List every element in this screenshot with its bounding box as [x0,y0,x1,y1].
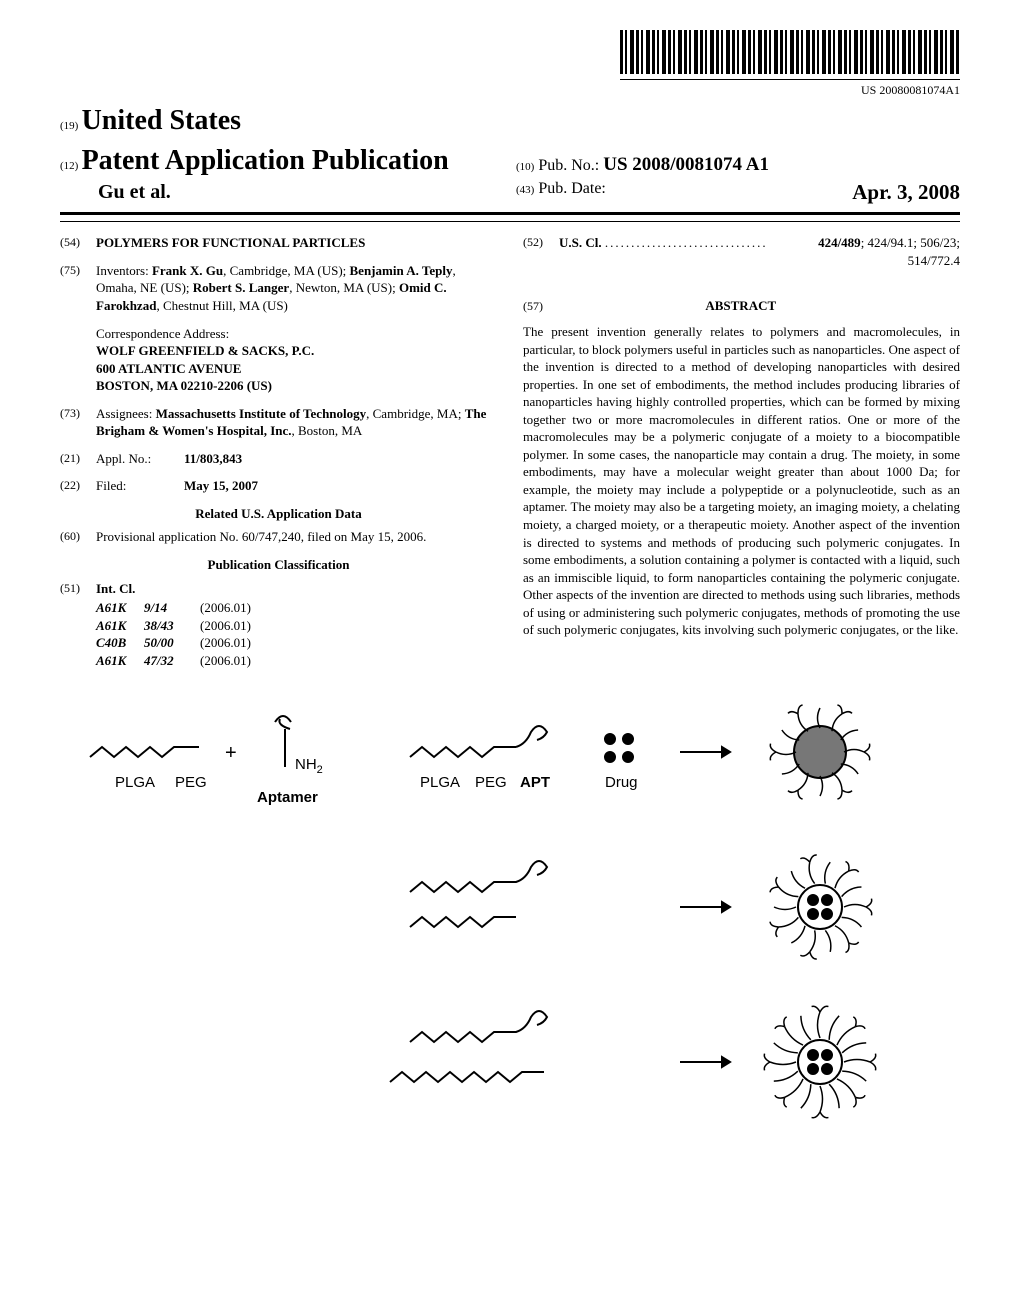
header: (19) United States (12) Patent Applicati… [60,102,960,207]
field-43-num: (43) [516,184,534,196]
fig-label-plga: PLGA [115,774,155,791]
intcl-year: (2006.01) [200,599,280,617]
fig-label-peg: PEG [175,774,207,791]
inventor-name: Frank X. Gu [152,263,223,278]
intcl-row: A61K9/14(2006.01) [96,599,497,617]
fig-label-aptamer: Aptamer [257,789,318,806]
right-column: (52) U.S. Cl. ..........................… [523,234,960,669]
fig-label-drug: Drug [605,774,638,791]
country: United States [82,105,241,136]
intcl-year: (2006.01) [200,634,280,652]
correspondence-line3: BOSTON, MA 02210-2206 (US) [96,378,272,393]
intcl-sub: 9/14 [144,599,200,617]
fig-label-nh2: NH2 [295,756,323,776]
intcl-year: (2006.01) [200,652,280,670]
pub-no: US 2008/0081074 A1 [603,154,769,175]
intcl-sub: 50/00 [144,634,200,652]
field-22-num: (22) [60,477,96,495]
barcode-block: US 20080081074A1 [60,30,960,98]
uscl-rest: ; 424/94.1; 506/23; [861,234,960,252]
intcl-row: C40B50/00(2006.01) [96,634,497,652]
intcl-year: (2006.01) [200,617,280,635]
filed-date: May 15, 2007 [184,478,258,493]
uscl-dots: ............................... [605,234,815,252]
barcode-graphic [620,30,960,74]
correspondence-label: Correspondence Address: [96,325,497,343]
fig-label-plga2: PLGA [420,774,460,791]
appl-no-label: Appl. No.: [96,450,184,468]
provisional-text: Provisional application No. 60/747,240, … [96,528,497,546]
left-column: (54) POLYMERS FOR FUNCTIONAL PARTICLES (… [60,234,497,669]
field-21-num: (21) [60,450,96,468]
field-12-num: (12) [60,160,78,172]
rule-divider-top [60,212,960,215]
intcl-sub: 38/43 [144,617,200,635]
field-10-num: (10) [516,161,534,173]
rule-divider-thin [60,221,960,222]
barcode-text: US 20080081074A1 [620,79,960,98]
figure-area: PLGA PEG + NH2 Aptamer PLGA PEG APT Drug [60,697,960,1142]
intcl-row: A61K38/43(2006.01) [96,617,497,635]
intcl-class: A61K [96,599,144,617]
inventor-name: Benjamin A. Teply [350,263,453,278]
field-19-num: (19) [60,120,78,132]
fig-label-apt: APT [520,774,550,791]
intcl-label: Int. Cl. [96,581,135,596]
intcl-sub: 47/32 [144,652,200,670]
pub-no-label: Pub. No.: [538,157,599,174]
pubclass-header: Publication Classification [60,556,497,574]
field-75-num: (75) [60,262,96,315]
abstract-text: The present invention generally relates … [523,323,960,639]
pub-date: Apr. 3, 2008 [852,178,960,206]
field-52-num: (52) [523,234,559,269]
inventors-label: Inventors: [96,263,149,278]
field-51-num: (51) [60,580,96,598]
author-line: Gu et al. [60,179,504,206]
intcl-class: C40B [96,634,144,652]
appl-no: 11/803,843 [184,451,242,466]
figure-svg: PLGA PEG + NH2 Aptamer PLGA PEG APT Drug [60,697,960,1137]
invention-title: POLYMERS FOR FUNCTIONAL PARTICLES [96,234,497,252]
assignees-label: Assignees: [96,406,152,421]
correspondence-line2: 600 ATLANTIC AVENUE [96,361,241,376]
correspondence-block: Correspondence Address: WOLF GREENFIELD … [96,325,497,395]
columns: (54) POLYMERS FOR FUNCTIONAL PARTICLES (… [60,234,960,669]
inventors-list: Frank X. Gu, Cambridge, MA (US); Benjami… [96,263,456,313]
field-60-num: (60) [60,528,96,546]
uscl-main: 424/489 [818,234,861,252]
fig-plus: + [225,742,237,764]
assignee2-loc: , Boston, MA [292,423,363,438]
intcl-row: A61K47/32(2006.01) [96,652,497,670]
intcl-class: A61K [96,617,144,635]
inventor-name: Robert S. Langer [193,280,289,295]
intcl-table: A61K9/14(2006.01)A61K38/43(2006.01)C40B5… [96,599,497,669]
abstract-label: ABSTRACT [562,297,919,315]
publication-title: Patent Application Publication [82,145,449,176]
fig-label-peg2: PEG [475,774,507,791]
field-57-num: (57) [523,298,559,314]
uscl-label: U.S. Cl. [559,234,602,252]
intcl-class: A61K [96,652,144,670]
assignee1-name: Massachusetts Institute of Technology [156,406,367,421]
pub-date-label: Pub. Date: [538,180,606,197]
field-54-num: (54) [60,234,96,252]
uscl-rest-line2: 514/772.4 [559,252,960,270]
filed-label: Filed: [96,477,184,495]
correspondence-line1: WOLF GREENFIELD & SACKS, P.C. [96,343,314,358]
assignee1-loc: , Cambridge, MA; [366,406,465,421]
related-header: Related U.S. Application Data [60,505,497,523]
field-73-num: (73) [60,405,96,440]
